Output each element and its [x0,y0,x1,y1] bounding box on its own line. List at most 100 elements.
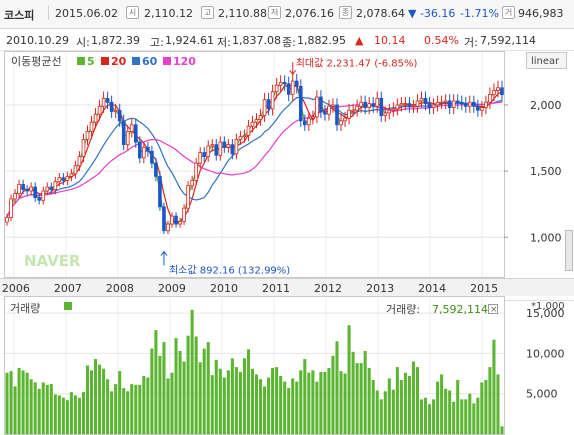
ma5-swatch [77,57,85,65]
volume-bar [9,371,13,434]
candle-body [351,109,355,112]
volume-bars [5,309,504,434]
volume-bar [291,378,295,434]
volume-bar [110,391,114,434]
volume-icon: 거 [502,6,515,19]
candle-body [121,120,126,146]
high-icon: 고 [201,6,214,19]
volume-bar [202,348,206,434]
candle-body [290,80,295,95]
x-tick-label: 2013 [366,282,394,295]
volume-bar [351,351,355,434]
annotations: 최대값 2,231.47 (-6.85%) 최소값 892.16 (132.99%… [160,57,417,277]
candle-body [89,121,94,132]
volume-bar [186,335,190,434]
low-icon: 저 [268,6,281,19]
volume-bar [339,371,343,434]
volume-bar [230,358,234,434]
volume-bar [476,397,480,434]
volume-bar [102,368,106,434]
volume-bar [65,400,69,434]
candle-body [246,125,251,136]
volume-bar [98,364,102,434]
candle-body [218,141,223,156]
ma-line-60 [6,96,503,218]
volume-bar [57,395,61,434]
candle-body [13,193,17,200]
volume-bar [21,370,25,434]
volume-bar [387,378,391,434]
candle-body [258,115,263,120]
volume-close-glyph: × [490,305,498,315]
close-icon: 종 [339,6,352,19]
volume-bar [85,365,90,434]
volume-bar [500,426,504,434]
volume-current-value: 7,592,114 [432,303,488,316]
volume-bar [5,372,9,434]
candle-body [343,117,347,122]
volume-bar [150,348,154,434]
linear-scale-button[interactable] [526,52,567,69]
candle-body [439,101,444,104]
candle-body [234,138,239,155]
volume-title: 거래량 [10,302,40,315]
ma120-swatch [163,57,171,65]
price-tick-label: 1,500 [530,165,562,178]
volume-bar [460,399,464,434]
volume-bar [49,384,53,434]
volume-close-icon[interactable] [488,304,498,314]
candle-body [109,101,114,112]
price-tick-label: 1,000 [530,231,562,244]
volume-bar [448,390,452,434]
candle-body [61,177,66,181]
min-annotation: 최소값 892.16 (132.99%) [169,265,290,277]
volume-bar [41,382,45,434]
candle-body [363,101,367,108]
candle-body [53,181,58,191]
volume-bar [246,349,250,434]
open-icon: 시 [126,6,139,19]
volume-bar [403,372,407,434]
candle-body [174,215,178,225]
volume-bar [496,374,500,434]
volume-bar [182,361,186,434]
volume-bar [415,367,420,434]
volume-bar [440,374,444,434]
header-volume-value: 946,983 [518,7,564,20]
volume-bar [371,380,375,434]
candle-body [492,89,496,95]
volume-bar [158,355,162,434]
candle-body [49,186,54,191]
candle-body [93,113,98,123]
linear-scale-label: linear [531,56,560,67]
volume-bar [472,403,476,434]
volume-bar [319,371,323,434]
x-axis-band [0,278,574,296]
candle-body [178,221,182,225]
info-high: 1,924.61 [165,34,214,47]
volume-bar [174,338,178,434]
volume-bar [138,384,142,434]
candle-body [274,84,279,93]
candle-body [427,103,432,108]
ma-legend-title: 이동평균선 [11,55,62,68]
volume-bar [303,359,307,434]
volume-bar [118,371,122,434]
header-low-value: 2,076.16 [285,7,334,20]
volume-bar [53,394,57,434]
candle-body [367,103,371,108]
ticks: 1,000 1,500 2,000 5,000 10,000 15,000 2006 2007… [0,99,574,401]
volume-bar [146,377,150,434]
volume-bar [468,393,472,434]
candle-body [294,80,299,87]
candle-body [182,207,186,222]
volume-bar [399,380,403,434]
x-tick-label: 2011 [262,282,290,295]
separator [48,6,49,20]
candle-body [488,93,492,103]
volume-bar [106,379,110,434]
scroll-handle[interactable] [565,230,573,271]
candle-body [113,109,118,112]
volume-bar [407,375,411,434]
